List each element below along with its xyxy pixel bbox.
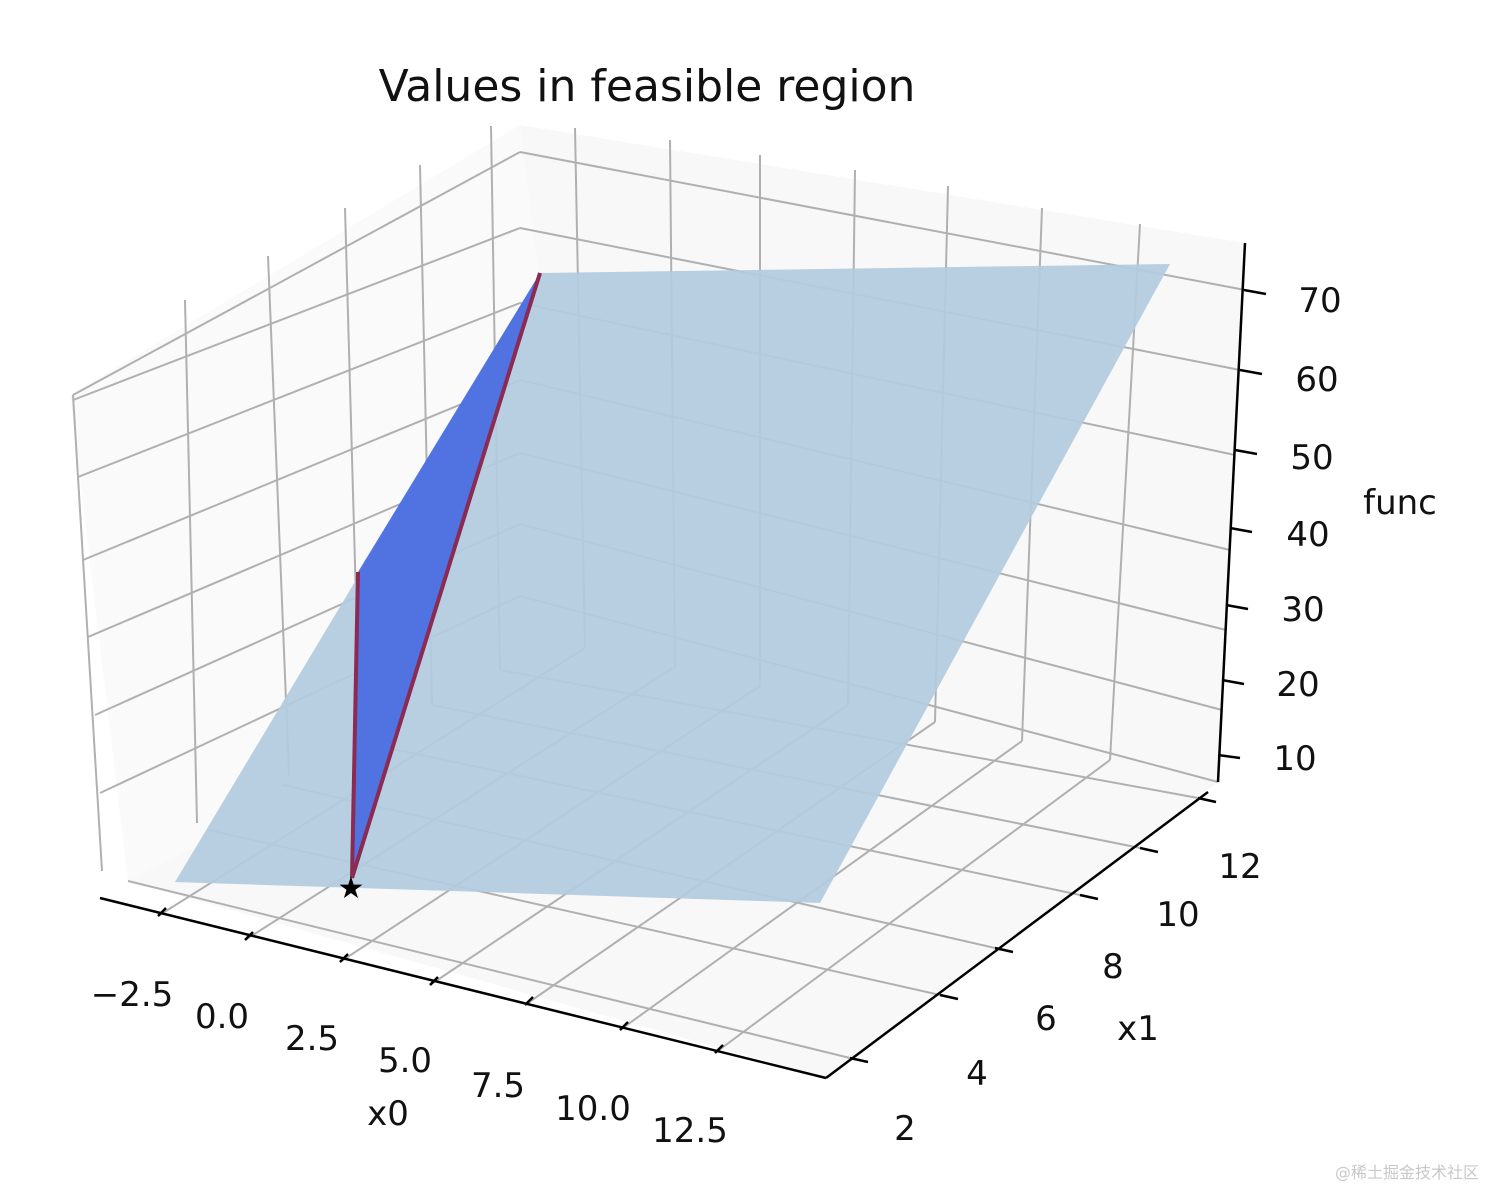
x0-tick-label: 10.0 [555, 1089, 631, 1129]
func-axis-line [1216, 242, 1247, 783]
func-tick-mark [1229, 526, 1253, 534]
x0-tick-mark [157, 907, 167, 917]
x1-tick-label: 12 [1218, 847, 1261, 887]
x1-axis-label: x1 [1117, 1009, 1159, 1049]
func-tick-label: 70 [1298, 281, 1341, 321]
x0-tick-mark [619, 1021, 629, 1031]
watermark-text: @稀土掘金技术社区 [1334, 1163, 1479, 1182]
grid-line [127, 880, 851, 1059]
x1-tick-label: 6 [1035, 999, 1057, 1039]
x0-tick-mark [524, 996, 534, 1006]
x1-tick-label: 2 [894, 1109, 916, 1149]
func-tick-mark [1243, 288, 1267, 296]
func-tick-label: 40 [1286, 515, 1329, 555]
x1-tick-mark [849, 1056, 869, 1064]
x1-tick-label: 8 [1102, 947, 1124, 987]
x1-tick-label: 4 [966, 1054, 988, 1094]
func-tick-label: 10 [1273, 739, 1316, 779]
func-tick-labels: 10 20 30 40 50 60 70 [1273, 281, 1341, 779]
x0-axis-line [99, 896, 827, 1080]
x0-tick-label: −2.5 [91, 975, 174, 1015]
axes [99, 242, 1267, 1080]
func-tick-mark [1225, 603, 1249, 611]
x0-tick-label: 2.5 [285, 1019, 339, 1059]
x0-tick-labels: −2.5 0.0 2.5 5.0 7.5 10.0 12.5 [91, 975, 728, 1151]
x0-tick-label: 12.5 [652, 1111, 728, 1151]
grid-line [77, 302, 521, 478]
chart-title: Values in feasible region [379, 61, 916, 112]
func-tick-label: 50 [1290, 438, 1333, 478]
grid-line [184, 299, 198, 824]
func-axis-label: func [1363, 483, 1437, 523]
grid-line [72, 151, 521, 396]
x0-axis-label: x0 [367, 1094, 409, 1134]
x1-tick-mark [939, 993, 959, 1001]
grid-line [82, 379, 521, 561]
grid-line [72, 394, 103, 872]
func-tick-mark [1221, 678, 1245, 686]
func-tick-mark [1234, 448, 1258, 456]
optimum-star-marker: ★ [338, 871, 365, 906]
x0-tick-label: 5.0 [378, 1041, 432, 1081]
x0-tick-label: 7.5 [471, 1066, 525, 1106]
x0-tick-mark [339, 953, 349, 963]
func-tick-mark [1239, 368, 1263, 376]
x0-tick-mark [244, 931, 254, 941]
feasible-edge-diagonal [350, 272, 542, 879]
x1-tick-mark [1079, 893, 1099, 901]
func-tick-mark [1217, 753, 1241, 760]
func-tick-label: 20 [1276, 665, 1319, 705]
func-tick-label: 60 [1295, 360, 1338, 400]
feasible-edge-vertical [350, 571, 360, 879]
grid-line [714, 759, 1111, 1054]
x1-tick-labels: 2 4 6 8 10 12 [894, 847, 1261, 1149]
x0-tick-mark [714, 1044, 724, 1054]
x0-tick-label: 0.0 [195, 997, 249, 1037]
grid-line [267, 255, 290, 776]
x1-axis-line [825, 790, 1209, 1080]
x1-tick-mark [1139, 846, 1159, 854]
func-tick-label: 30 [1281, 590, 1324, 630]
x1-tick-mark [994, 946, 1014, 954]
x0-tick-mark [429, 976, 439, 986]
x1-tick-mark [1197, 796, 1217, 804]
objective-plane [175, 264, 1170, 903]
grid-line [72, 227, 521, 401]
x1-tick-label: 10 [1156, 895, 1199, 935]
